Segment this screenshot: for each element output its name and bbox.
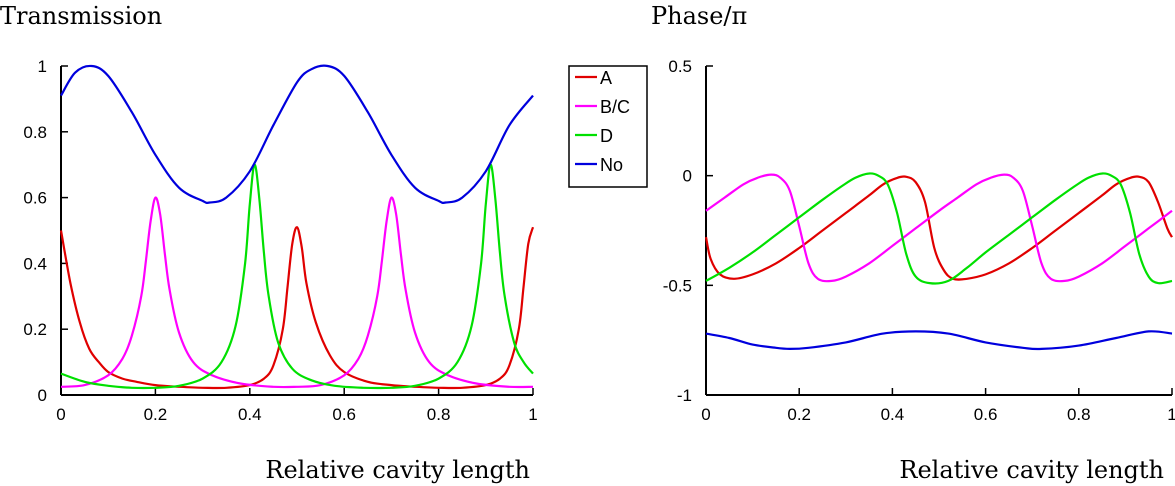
phase-y-tick-label: 0.5 [668,57,692,76]
transmission-series-d [60,163,534,390]
phase-x-axis-label: Relative cavity length [899,456,1164,484]
transmission-x-label: Relative cavity length [265,456,530,484]
transmission-y-tick-label: 0.8 [23,123,47,142]
transmission-x-axis-label: Relative cavity length [265,456,530,484]
transmission-x-tick-label: 0 [56,405,65,424]
phase-series-d [705,172,1173,285]
phase-y-tick-label: 0 [683,167,692,186]
legend: A B/C D No [568,65,648,188]
legend-label-d: D [600,126,613,146]
transmission-x-tick-label: 0.2 [144,405,168,424]
transmission-x-tick-label: 0.4 [238,405,262,424]
transmission-y-tick-label: 0.4 [23,254,47,273]
transmission-x-tick-label: 0.6 [332,405,356,424]
transmission-title: Transmission [0,2,162,30]
phase-y-tick-label: -0.5 [663,276,692,295]
legend-label-b-c: B/C [600,97,630,117]
phase-plot-area: 0 0.2 0.4 0.6 0.8 1 -1 -0.5 0 0.5 [663,57,1175,424]
phase-x-tick-label: 0.2 [787,405,811,424]
legend-label-a: A [600,68,612,88]
transmission-series-b-c [60,196,534,389]
phase-title: Phase/π [651,2,747,30]
legend-label-no: No [600,155,623,175]
transmission-series-no [60,64,534,205]
phase-x-tick-label: 0.6 [974,405,998,424]
transmission-x-tick-label: 1 [528,405,537,424]
phase-x-tick-label: 0 [701,405,710,424]
phase-series-b-c [705,173,1173,283]
phase-x-tick-label: 1 [1167,405,1175,424]
transmission-plot-area: 0 0.2 0.4 0.6 0.8 1 0 0.2 0.4 0.6 0.8 1 [23,57,537,424]
phase-y-tick-label: -1 [677,386,692,405]
phase-x-tick-label: 0.4 [881,405,905,424]
phase-series-a [704,175,1173,281]
transmission-chart: Transmission 0 0.2 0.4 0.6 0.8 1 0 0.2 0.4 0.6 0.8… [0,2,538,484]
phase-x-tick-label: 0.8 [1067,405,1091,424]
transmission-y-tick-label: 1 [38,57,47,76]
transmission-x-tick-label: 0.8 [427,405,451,424]
legend-box [568,65,648,188]
phase-series-no [705,330,1173,351]
transmission-series-a [59,226,535,390]
transmission-y-tick-label: 0.6 [23,189,47,208]
phase-chart: Phase/π 0 0.2 0.4 0.6 0.8 1 -1 -0.5 0 0.5 Relativ… [651,2,1175,484]
transmission-y-tick-label: 0.2 [23,320,47,339]
transmission-y-tick-label: 0 [38,386,47,405]
